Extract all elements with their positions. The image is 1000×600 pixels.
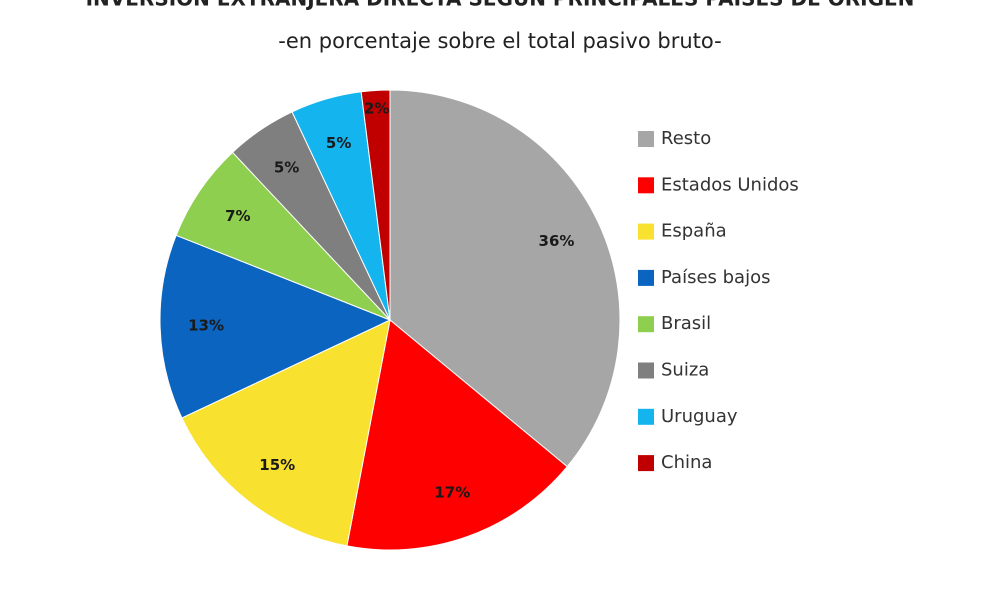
legend-label: China	[661, 452, 712, 473]
legend-swatch	[638, 455, 654, 472]
pie-slice	[159, 234, 392, 419]
slice-label: 13%	[188, 316, 224, 334]
slice-label: 5%	[326, 134, 351, 152]
legend-swatch	[638, 177, 654, 194]
legend-swatch	[638, 408, 654, 425]
legend-swatch	[638, 269, 654, 286]
legend-label: Estados Unidos	[661, 174, 799, 195]
legend-label: Brasil	[661, 313, 711, 334]
legend-swatch	[638, 131, 654, 147]
pie-slice	[360, 89, 391, 321]
pie-slice	[346, 319, 568, 551]
slice-label: 15%	[259, 456, 295, 474]
pie-slice	[389, 89, 621, 468]
chart-title: INVERSIÓN EXTRANJERA DIRECTA SEGÚN PRINC…	[86, 0, 915, 11]
pie-slice	[181, 319, 391, 547]
pie-slice	[175, 151, 391, 321]
slice-label: 5%	[274, 158, 299, 176]
legend-label: España	[661, 221, 727, 242]
slice-label: 36%	[539, 232, 575, 250]
slice-label: 7%	[225, 207, 250, 225]
legend-swatch	[638, 362, 654, 379]
legend-label: Suiza	[661, 360, 709, 381]
legend-label: Países bajos	[661, 267, 770, 288]
legend-swatch	[638, 223, 654, 240]
chart-subtitle: -en porcentaje sobre el total pasivo bru…	[278, 29, 721, 53]
slice-label: 2%	[364, 99, 389, 117]
slice-label: 17%	[434, 484, 470, 502]
legend-label: Uruguay	[661, 406, 738, 427]
legend-swatch	[638, 316, 654, 333]
legend-label: Resto	[661, 128, 711, 149]
